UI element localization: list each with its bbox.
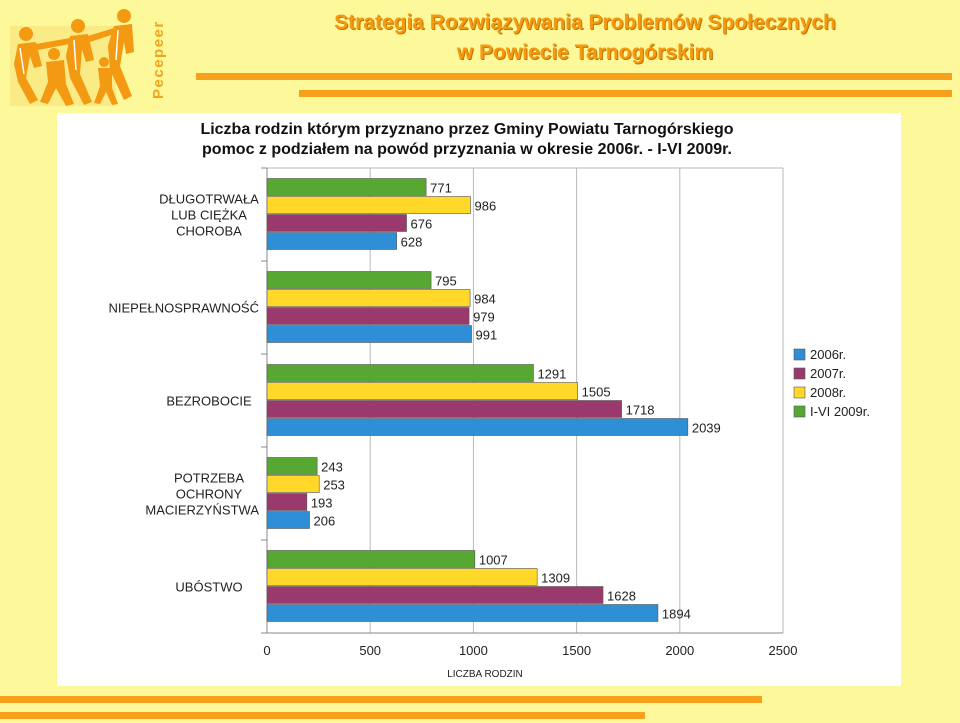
category-label: CHOROBA [176, 224, 242, 239]
bar-value-label: 1628 [607, 589, 636, 604]
bar [266, 586, 604, 604]
logo-text: Pecepeer [150, 20, 167, 100]
category-label: NIEPEŁNOSPRAWNOŚĆ [109, 301, 260, 316]
bar-value-label: 243 [321, 460, 343, 475]
bar-value-label: 676 [411, 217, 433, 232]
legend-label: 2007r. [810, 366, 846, 381]
category-label: OCHRONY [176, 487, 243, 502]
page-title-line-2: w Powiecie Tarnogórskim [456, 41, 714, 64]
bar-value-label: 253 [323, 478, 345, 493]
bar-value-label: 1894 [662, 607, 691, 622]
bar-value-label: 1291 [537, 367, 566, 382]
chart-title: Liczba rodzin którym przyznano przez Gmi… [137, 120, 797, 160]
bar [266, 232, 397, 250]
bar [266, 271, 432, 289]
bar-value-label: 986 [475, 199, 497, 214]
bar [266, 307, 470, 325]
legend-swatch [793, 386, 806, 399]
x-tick-label: 500 [359, 643, 381, 658]
legend-swatch [793, 348, 806, 361]
chart-title-line-2: pomoc z podziałem na powód przyznania w … [202, 141, 732, 158]
bar-value-label: 193 [311, 496, 333, 511]
footer-stripe-top [0, 696, 762, 703]
bar [266, 382, 578, 400]
bar [266, 418, 689, 436]
category-label: MACIERZYŃSTWA [145, 503, 259, 518]
category-label: BEZROBOCIE [166, 394, 252, 409]
bar-value-label: 1007 [479, 553, 508, 568]
category-label: POTRZEBA [174, 471, 244, 486]
x-axis-title: LICZBA RODZIN [447, 669, 523, 680]
bar [266, 550, 476, 568]
bar [266, 493, 308, 511]
bar [266, 457, 318, 475]
legend-label: I-VI 2009r. [810, 404, 870, 419]
bar-value-label: 795 [435, 274, 457, 289]
legend-label: 2008r. [810, 385, 846, 400]
bar [266, 511, 310, 529]
bar [266, 475, 320, 493]
bar [266, 400, 622, 418]
bar-chart: 0 500 1000 1500 2000 2500 771 986 676 628 DŁUGOTRW… [109, 167, 870, 680]
bar [266, 178, 427, 196]
bar-value-label: 984 [474, 292, 496, 307]
category-label: UBÓSTWO [175, 580, 242, 595]
bar-value-label: 991 [476, 328, 498, 343]
legend-label: 2006r. [810, 347, 846, 362]
legend-swatch [793, 367, 806, 380]
bar [266, 364, 534, 382]
bar-value-label: 206 [314, 514, 336, 529]
bar-value-label: 2039 [692, 421, 721, 436]
bar [266, 604, 659, 622]
x-tick-label: 1500 [562, 643, 591, 658]
bar-value-label: 1505 [582, 385, 611, 400]
bar [266, 289, 471, 307]
page-title-line-1: Strategia Rozwiązywania Problemów Społec… [334, 11, 836, 34]
bar-value-label: 771 [430, 181, 452, 196]
chart-panel: Liczba rodzin którym przyznano przez Gmi… [57, 113, 901, 686]
bar-value-label: 628 [401, 235, 423, 250]
bar [266, 568, 538, 586]
legend-swatch [793, 405, 806, 418]
bar [266, 325, 472, 343]
bar [266, 196, 471, 214]
dancing-people-logo-icon [10, 9, 134, 106]
category-label: DŁUGOTRWAŁA [159, 192, 259, 207]
header-stripe-top [196, 73, 952, 80]
chart-title-line-1: Liczba rodzin którym przyznano przez Gmi… [200, 121, 734, 138]
bar-value-label: 1309 [541, 571, 570, 586]
header-stripe-bottom [299, 90, 952, 97]
bar-value-label: 979 [473, 310, 495, 325]
page-title: Strategia Rozwiązywania Problemów Społec… [250, 8, 920, 68]
x-tick-label: 1000 [459, 643, 488, 658]
bar-value-label: 1718 [626, 403, 655, 418]
category-label: LUB CIĘŻKA [171, 208, 247, 223]
bar [266, 214, 407, 232]
x-tick-label: 2000 [665, 643, 694, 658]
x-tick-label: 0 [263, 643, 270, 658]
x-tick-label: 2500 [769, 643, 798, 658]
footer-stripe-bottom [0, 712, 645, 719]
